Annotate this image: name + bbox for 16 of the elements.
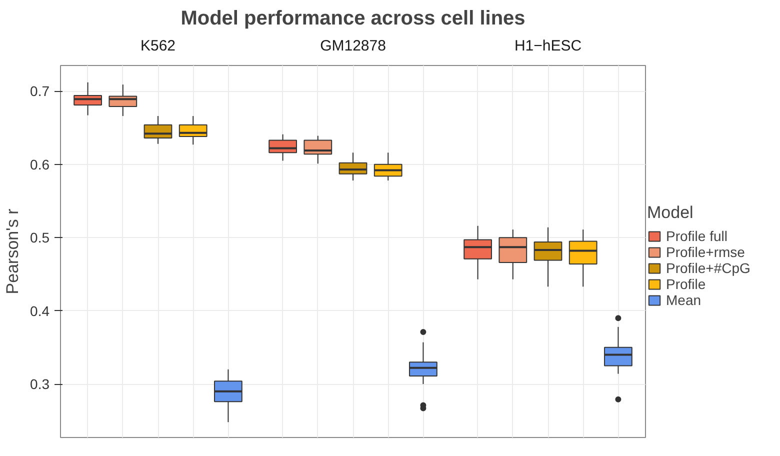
legend-label: Profile+#CpG [666, 260, 750, 276]
y-axis-title: Pearson's r [3, 208, 22, 294]
y-tick-label: 0.3 [30, 376, 50, 392]
legend-title: Model [647, 203, 694, 223]
x-tick-label: H1−hESC [514, 38, 582, 54]
legend-label: Mean [666, 292, 702, 308]
legend-label: Profile [666, 276, 706, 292]
legend-label: Profile full [666, 228, 728, 244]
x-tick-label: GM12878 [320, 38, 386, 54]
y-tick-label: 0.6 [30, 156, 50, 172]
x-tick-label: K562 [140, 38, 176, 54]
y-tick-label: 0.4 [30, 302, 50, 319]
legend-label: Profile+rmse [666, 244, 745, 260]
y-tick-label: 0.5 [30, 230, 50, 246]
y-tick-label: 0.7 [30, 83, 50, 100]
chart-title: Model performance across cell lines [180, 8, 526, 30]
